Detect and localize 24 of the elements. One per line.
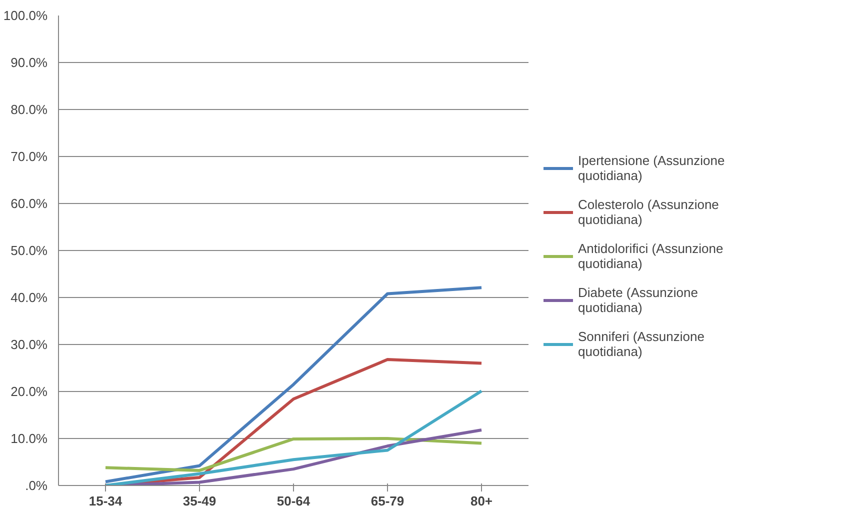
line-series	[104, 286, 483, 484]
y-tick-label: 40.0%	[10, 290, 48, 305]
y-tick-label: 30.0%	[10, 337, 48, 352]
legend-label: Colesterolo (Assunzione quotidiana)	[578, 196, 719, 226]
y-tick-label: 90.0%	[10, 55, 48, 70]
y-tick-label: 60.0%	[10, 196, 48, 211]
legend-label: Diabete (Assunzione quotidiana)	[578, 284, 698, 314]
legend-label: Sonniferi (Assunzione quotidiana)	[578, 328, 704, 358]
y-tick-label: 10.0%	[10, 431, 48, 446]
y-tick-label: 20.0%	[10, 384, 48, 399]
x-tick-label: 50-64	[276, 494, 311, 508]
line-series	[104, 437, 483, 472]
x-tick-label: 80+	[470, 494, 493, 508]
y-tick-label: 50.0%	[10, 243, 48, 258]
x-tick-label: 65-79	[370, 494, 404, 508]
legend-label: Antidolorifici (Assunzione quotidiana)	[578, 240, 724, 270]
y-tick-label: .0%	[25, 478, 48, 493]
x-tick-label: 35-49	[182, 494, 216, 508]
y-tick-label: 80.0%	[10, 102, 48, 117]
legend-label: Ipertensione (Assunzione quotidiana)	[578, 152, 725, 182]
line-series	[104, 390, 483, 486]
y-tick-label: 70.0%	[10, 149, 48, 164]
y-tick-label: 100.0%	[3, 8, 48, 23]
x-tick-label: 15-34	[88, 494, 123, 508]
